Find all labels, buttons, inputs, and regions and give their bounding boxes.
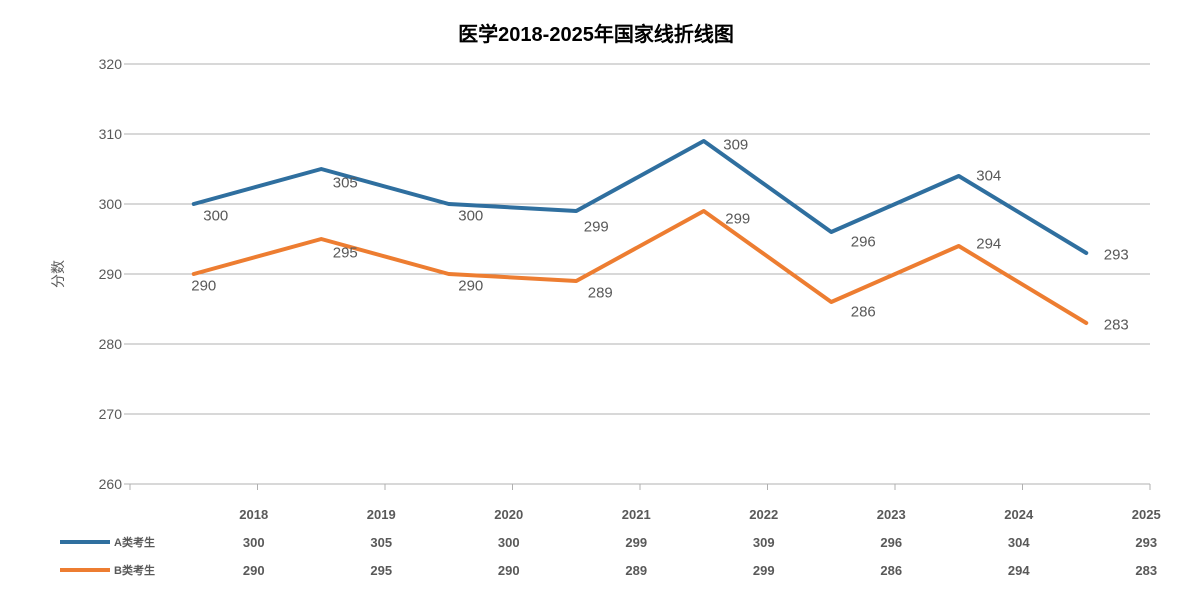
data-label: 304 [976,168,1001,185]
table-header-cell: 2020 [445,507,573,522]
table-row: A类考生300305300299309296304293 [0,528,1192,556]
table-cell: 294 [955,563,1083,578]
table-header-cell: 2018 [190,507,318,522]
table-cell: 293 [1083,535,1192,550]
table-header-cell: 2023 [828,507,956,522]
data-label: 290 [191,278,216,295]
table-header-cell: 2022 [700,507,828,522]
data-label: 290 [458,278,483,295]
legend-label: A类考生 [114,534,155,550]
data-label: 286 [851,304,876,321]
table-cell: 309 [700,535,828,550]
table-cell: 295 [318,563,446,578]
data-label: 299 [725,211,750,228]
data-label: 294 [976,236,1001,253]
table-cell: 296 [828,535,956,550]
y-tick-label: 320 [82,56,122,72]
data-label: 293 [1104,247,1129,264]
y-tick-label: 280 [82,336,122,352]
table-row: B类考生290295290289299286294283 [0,556,1192,584]
legend-line-icon [60,540,110,544]
data-label: 299 [584,219,609,236]
series-line-0 [194,141,1087,253]
y-tick-label: 310 [82,126,122,142]
data-label: 309 [723,137,748,154]
table-header-cell: 2019 [318,507,446,522]
table-cell: 300 [445,535,573,550]
data-label: 300 [458,208,483,225]
legend-label: B类考生 [114,562,155,578]
legend-cell: A类考生 [0,534,190,550]
table-cell: 289 [573,563,701,578]
data-label: 300 [203,208,228,225]
table-cell: 305 [318,535,446,550]
table-cell: 299 [700,563,828,578]
data-label: 305 [333,175,358,192]
table-cell: 286 [828,563,956,578]
table-cell: 290 [190,563,318,578]
y-tick-label: 270 [82,406,122,422]
table-cell: 300 [190,535,318,550]
table-header-row: 20182019202020212022202320242025 [0,500,1192,528]
y-tick-label: 300 [82,196,122,212]
legend-data-table: 20182019202020212022202320242025A类考生3003… [0,500,1192,584]
table-cell: 304 [955,535,1083,550]
chart-container: { "chart": { "type": "line", "title": "医… [0,0,1192,603]
table-header-cell: 2021 [573,507,701,522]
y-tick-label: 260 [82,476,122,492]
legend-cell: B类考生 [0,562,190,578]
table-cell: 283 [1083,563,1192,578]
table-cell: 299 [573,535,701,550]
table-cell: 290 [445,563,573,578]
series-line-1 [194,211,1087,323]
data-label: 295 [333,245,358,262]
table-header-cell: 2025 [1083,507,1192,522]
data-label: 289 [588,285,613,302]
y-tick-label: 290 [82,266,122,282]
legend-line-icon [60,568,110,572]
data-label: 283 [1104,317,1129,334]
table-header-cell: 2024 [955,507,1083,522]
data-label: 296 [851,234,876,251]
